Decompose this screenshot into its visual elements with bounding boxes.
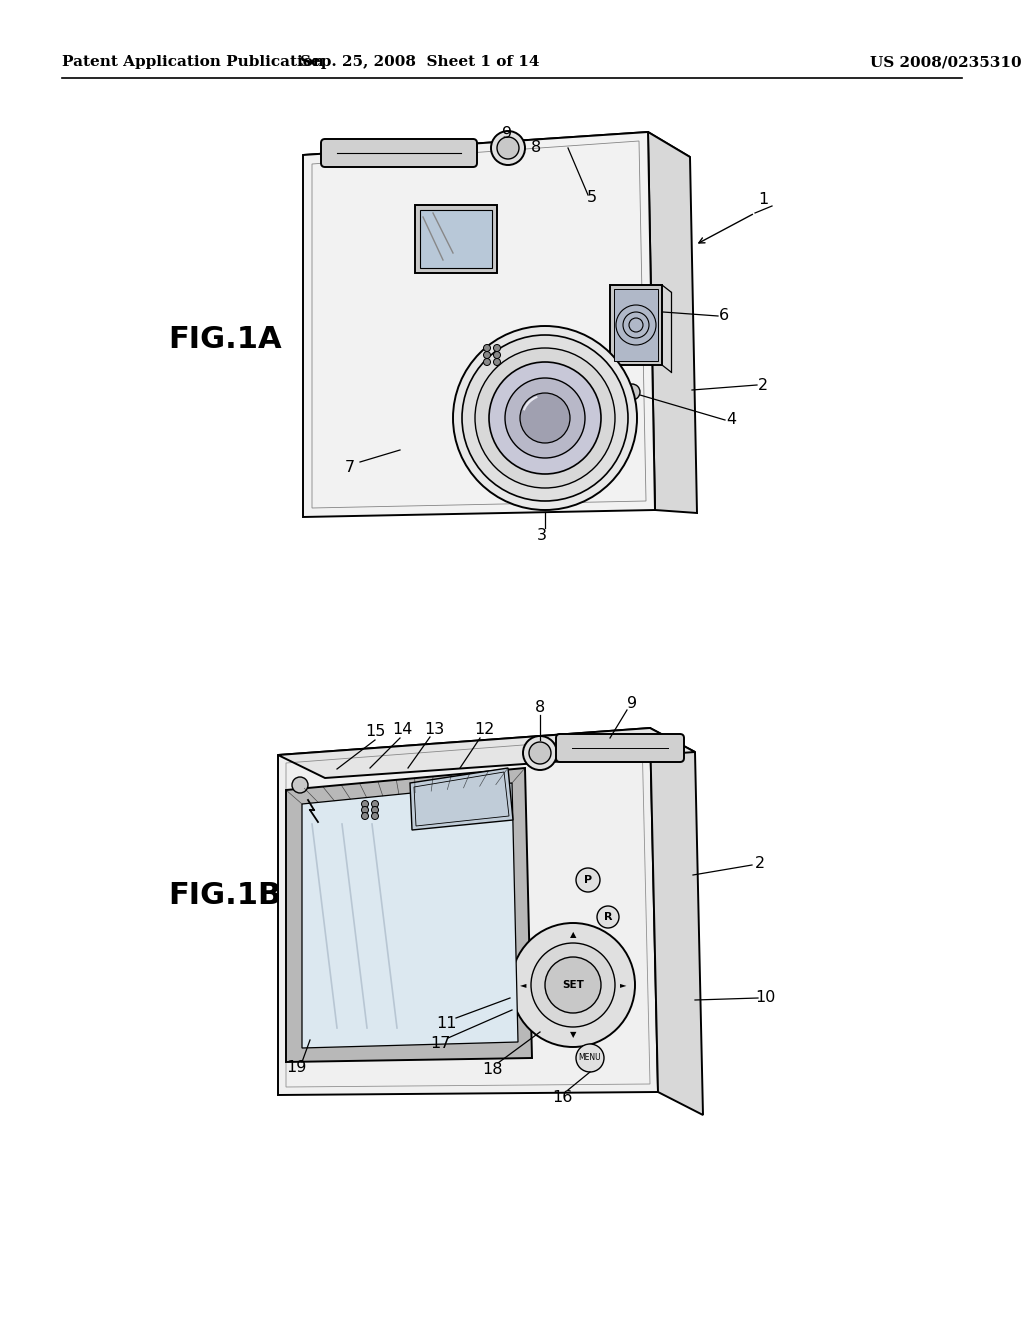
Text: 19: 19 [286, 1060, 306, 1076]
Text: 4: 4 [726, 412, 736, 428]
Text: ▼: ▼ [569, 1031, 577, 1040]
Text: 14: 14 [392, 722, 413, 738]
Text: 9: 9 [502, 125, 512, 140]
Text: 17: 17 [430, 1036, 451, 1052]
Circle shape [624, 384, 640, 400]
Circle shape [372, 813, 379, 820]
Text: 8: 8 [531, 140, 542, 156]
Text: P: P [584, 875, 592, 884]
Circle shape [511, 923, 635, 1047]
Circle shape [483, 351, 490, 359]
Circle shape [483, 345, 490, 351]
Circle shape [361, 800, 369, 808]
Text: 12: 12 [474, 722, 495, 738]
Circle shape [523, 737, 557, 770]
Circle shape [520, 393, 570, 444]
Text: 5: 5 [587, 190, 597, 206]
Text: 7: 7 [345, 459, 355, 474]
Text: 6: 6 [719, 309, 729, 323]
Circle shape [361, 807, 369, 813]
Circle shape [475, 348, 615, 488]
Circle shape [372, 800, 379, 808]
Text: 11: 11 [437, 1015, 458, 1031]
Circle shape [497, 137, 519, 158]
Bar [610, 285, 662, 366]
Circle shape [494, 345, 501, 351]
Polygon shape [286, 768, 532, 1063]
Polygon shape [302, 783, 518, 1048]
Circle shape [292, 777, 308, 793]
Polygon shape [410, 768, 513, 830]
Circle shape [575, 869, 600, 892]
FancyBboxPatch shape [321, 139, 477, 168]
Text: FIG.1A: FIG.1A [168, 326, 282, 355]
FancyBboxPatch shape [556, 734, 684, 762]
Text: 18: 18 [481, 1063, 502, 1077]
Bar [420, 210, 492, 268]
Polygon shape [648, 132, 697, 513]
Text: 2: 2 [755, 855, 765, 870]
Circle shape [483, 359, 490, 366]
Text: ►: ► [620, 981, 627, 990]
Circle shape [494, 359, 501, 366]
Circle shape [462, 335, 628, 502]
Text: MENU: MENU [579, 1053, 601, 1063]
Text: R: R [604, 912, 612, 921]
Text: FIG.1B: FIG.1B [168, 880, 282, 909]
Circle shape [597, 906, 618, 928]
Circle shape [545, 957, 601, 1012]
Text: Sep. 25, 2008  Sheet 1 of 14: Sep. 25, 2008 Sheet 1 of 14 [300, 55, 540, 69]
Text: 9: 9 [627, 696, 637, 710]
Circle shape [453, 326, 637, 510]
Polygon shape [278, 729, 658, 1096]
Polygon shape [303, 132, 690, 178]
Polygon shape [650, 729, 703, 1115]
Circle shape [531, 942, 615, 1027]
Bar [415, 205, 497, 273]
Text: 1: 1 [758, 191, 768, 207]
Polygon shape [278, 729, 695, 777]
Circle shape [575, 1044, 604, 1072]
Circle shape [505, 378, 585, 458]
Text: ▲: ▲ [569, 931, 577, 940]
Circle shape [529, 742, 551, 764]
Text: 13: 13 [424, 722, 444, 737]
Text: SET: SET [562, 979, 584, 990]
Text: 10: 10 [755, 990, 775, 1006]
Text: 16: 16 [552, 1089, 572, 1105]
Text: 3: 3 [537, 528, 547, 544]
Bar [614, 289, 658, 360]
Circle shape [489, 362, 601, 474]
Circle shape [361, 813, 369, 820]
Text: ◄: ◄ [520, 981, 526, 990]
Circle shape [494, 351, 501, 359]
Text: Patent Application Publication: Patent Application Publication [62, 55, 324, 69]
Circle shape [372, 807, 379, 813]
Text: US 2008/0235310 A1: US 2008/0235310 A1 [870, 55, 1024, 69]
Text: 8: 8 [535, 701, 545, 715]
Text: 2: 2 [758, 378, 768, 392]
Text: 15: 15 [365, 725, 385, 739]
Polygon shape [303, 132, 655, 517]
Circle shape [490, 131, 525, 165]
